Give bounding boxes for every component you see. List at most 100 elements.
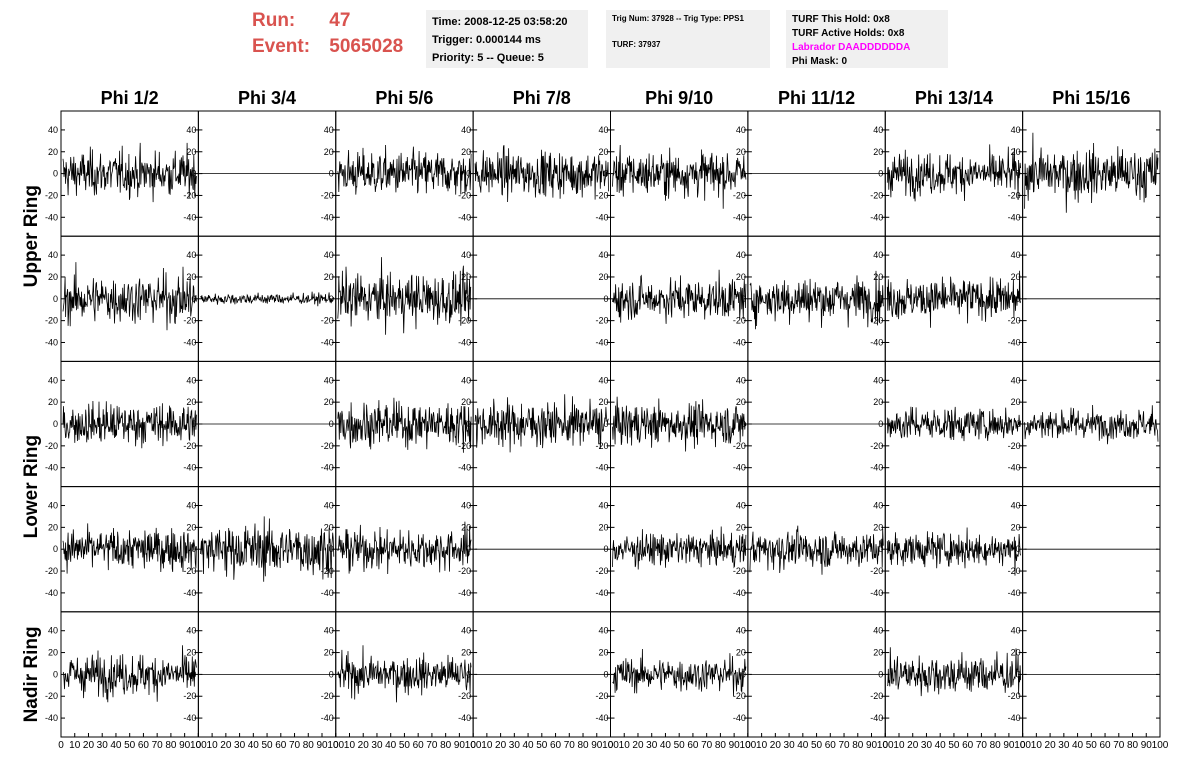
y-tick-label: 20	[48, 648, 58, 658]
x-tick-label: 20	[83, 740, 95, 751]
y-tick-label: 0	[191, 669, 196, 679]
y-tick-label: -40	[870, 588, 883, 598]
y-tick-label: -20	[595, 190, 608, 200]
y-tick-label: -20	[595, 441, 608, 451]
y-tick-label: 40	[1011, 250, 1021, 260]
x-tick-label: 20	[495, 740, 507, 751]
x-tick-label: 60	[962, 740, 974, 751]
x-tick-label: 70	[976, 740, 988, 751]
x-tick-label: 50	[262, 740, 274, 751]
y-tick-label: 20	[598, 272, 608, 282]
x-tick-label: 90	[179, 740, 191, 751]
y-tick-label: -20	[870, 441, 883, 451]
y-tick-label: -20	[321, 441, 334, 451]
x-tick-label: 50	[399, 740, 411, 751]
y-tick-label: 40	[186, 125, 196, 135]
x-tick-label: 40	[385, 740, 397, 751]
y-tick-label: -20	[733, 441, 746, 451]
x-tick-label: 50	[124, 740, 136, 751]
y-tick-label: -20	[458, 566, 471, 576]
y-tick-label: 40	[324, 250, 334, 260]
run-box: Run: 47 Event: 5065028	[252, 8, 422, 60]
y-tick-label: 0	[53, 294, 58, 304]
y-tick-label: -40	[458, 463, 471, 473]
y-tick-label: -40	[45, 337, 58, 347]
y-tick-label: 40	[736, 250, 746, 260]
waveform-trace	[612, 396, 747, 452]
y-tick-label: 40	[324, 125, 334, 135]
y-tick-label: 20	[598, 648, 608, 658]
x-tick-label: 0	[196, 740, 202, 751]
y-tick-label: 40	[48, 501, 58, 511]
y-tick-label: -40	[321, 212, 334, 222]
x-tick-label: 20	[907, 740, 919, 751]
y-tick-label: 0	[191, 294, 196, 304]
y-tick-label: 20	[873, 147, 883, 157]
row-label: Upper Ring	[21, 185, 42, 287]
y-tick-label: 20	[48, 147, 58, 157]
x-tick-label: 50	[1086, 740, 1098, 751]
y-tick-label: 0	[191, 544, 196, 554]
x-tick-label: 0	[470, 740, 476, 751]
y-tick-label: 40	[461, 250, 471, 260]
x-tick-label: 40	[797, 740, 809, 751]
waveform-trace	[62, 400, 197, 449]
waveform-trace	[612, 648, 747, 697]
x-tick-label: 70	[838, 740, 850, 751]
run-number: Run: 47	[252, 8, 422, 34]
x-tick-label: 90	[316, 740, 328, 751]
column-header: Phi 15/16	[1052, 88, 1130, 108]
y-tick-label: -20	[870, 190, 883, 200]
x-tick-label: 30	[646, 740, 658, 751]
x-tick-label: 100	[1014, 740, 1031, 751]
x-tick-label: 90	[1003, 740, 1015, 751]
y-tick-label: 0	[603, 294, 608, 304]
x-tick-label: 0	[882, 740, 888, 751]
x-tick-label: 0	[58, 740, 64, 751]
y-tick-label: 20	[873, 272, 883, 282]
column-header: Phi 5/6	[375, 88, 433, 108]
y-tick-label: 0	[878, 419, 883, 429]
y-tick-label: -20	[870, 566, 883, 576]
x-tick-label: 70	[1113, 740, 1125, 751]
x-tick-label: 10	[756, 740, 768, 751]
x-tick-label: 100	[877, 740, 894, 751]
waveform-trace	[62, 645, 197, 703]
y-tick-label: 40	[598, 125, 608, 135]
y-tick-label: -20	[595, 566, 608, 576]
waveform-trace	[337, 144, 472, 195]
y-tick-label: -20	[183, 691, 196, 701]
y-tick-label: 40	[48, 626, 58, 636]
y-tick-label: 40	[48, 375, 58, 385]
event-number: Event: 5065028	[252, 34, 422, 60]
column-header: Phi 9/10	[645, 88, 713, 108]
y-tick-label: -20	[458, 441, 471, 451]
y-tick-label: -20	[595, 691, 608, 701]
y-tick-label: 0	[466, 669, 471, 679]
x-tick-label: 60	[413, 740, 425, 751]
x-tick-label: 60	[138, 740, 150, 751]
y-tick-label: -20	[45, 441, 58, 451]
x-tick-label: 0	[745, 740, 751, 751]
y-tick-label: 20	[461, 648, 471, 658]
y-tick-label: 40	[1011, 501, 1021, 511]
y-tick-label: 20	[736, 397, 746, 407]
y-tick-label: 0	[878, 169, 883, 179]
x-tick-label: 0	[333, 740, 339, 751]
y-tick-label: 40	[598, 626, 608, 636]
x-tick-label: 40	[660, 740, 672, 751]
y-tick-label: 20	[1011, 147, 1021, 157]
y-tick-label: 20	[598, 397, 608, 407]
x-tick-label: 30	[1058, 740, 1070, 751]
x-tick-label: 100	[602, 740, 619, 751]
y-tick-label: -20	[183, 316, 196, 326]
y-tick-label: 0	[329, 669, 334, 679]
y-tick-label: 20	[186, 272, 196, 282]
x-tick-label: 80	[852, 740, 864, 751]
column-header: Phi 11/12	[778, 88, 855, 108]
waveform-trace	[887, 647, 1021, 697]
y-tick-label: 20	[736, 522, 746, 532]
y-tick-label: 0	[329, 294, 334, 304]
waveform-trace	[612, 526, 747, 570]
